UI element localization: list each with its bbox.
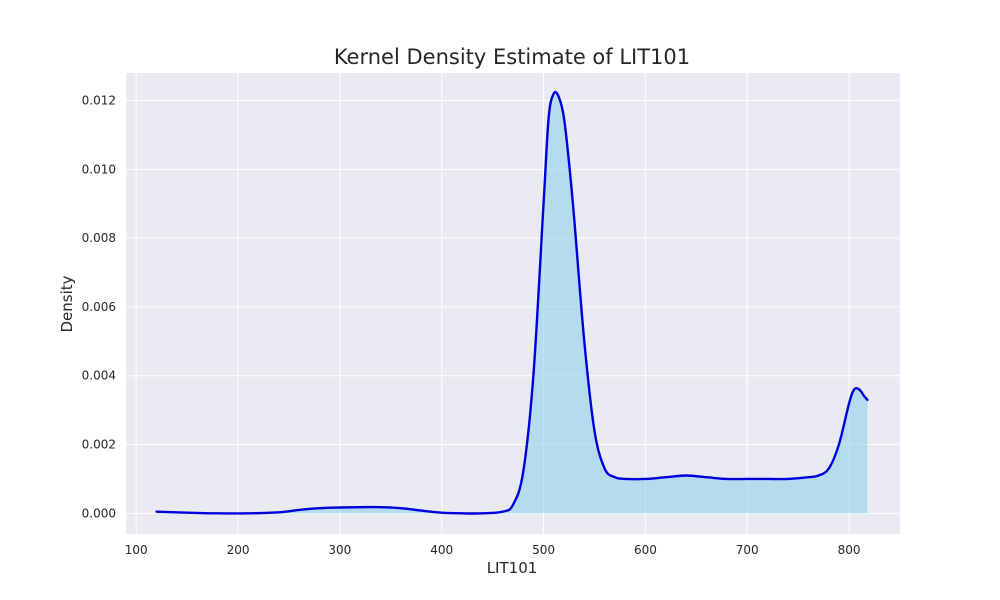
y-tick-label: 0.002 bbox=[82, 438, 116, 452]
chart-title: Kernel Density Estimate of LIT101 bbox=[334, 45, 690, 69]
x-tick-label: 700 bbox=[736, 543, 759, 557]
grid bbox=[126, 73, 900, 534]
x-tick-label: 800 bbox=[838, 543, 861, 557]
density-line bbox=[155, 90, 869, 515]
x-tick-label: 300 bbox=[328, 543, 351, 557]
y-tick-labels: 0.000 0.002 0.004 0.006 0.008 0.010 0.012 bbox=[82, 94, 116, 521]
y-tick-label: 0.000 bbox=[82, 506, 116, 520]
y-tick-label: 0.008 bbox=[82, 231, 116, 245]
x-tick-label: 100 bbox=[125, 543, 148, 557]
x-tick-label: 500 bbox=[532, 543, 555, 557]
y-tick-label: 0.006 bbox=[82, 300, 116, 314]
x-tick-label: 400 bbox=[430, 543, 453, 557]
y-tick-label: 0.004 bbox=[82, 369, 116, 383]
y-axis-label: Density bbox=[58, 275, 76, 332]
x-tick-label: 600 bbox=[634, 543, 657, 557]
y-tick-label: 0.012 bbox=[82, 94, 116, 108]
x-axis-label: LIT101 bbox=[487, 559, 538, 577]
y-tick-label: 0.010 bbox=[82, 162, 116, 176]
x-tick-labels: 100 200 300 400 500 600 700 800 bbox=[125, 543, 861, 557]
x-tick-label: 200 bbox=[227, 543, 250, 557]
plot-background bbox=[126, 73, 900, 534]
